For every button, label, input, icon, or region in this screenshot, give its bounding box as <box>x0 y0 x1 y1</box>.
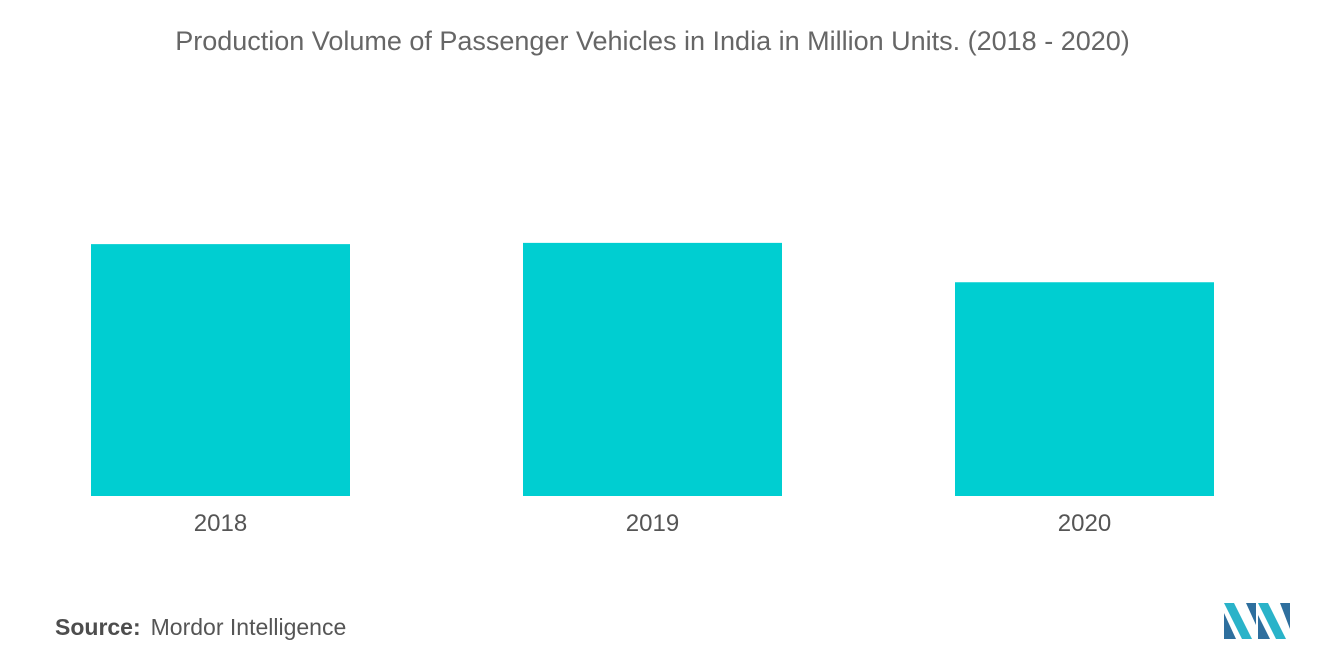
source-value: Mordor Intelligence <box>150 614 347 640</box>
bar-2019 <box>523 242 782 496</box>
x-tick-label-2018: 2018 <box>194 510 247 537</box>
mordor-intelligence-logo-icon <box>1224 603 1290 639</box>
bar-2020 <box>955 282 1214 496</box>
x-tick-label-2020: 2020 <box>1058 510 1111 537</box>
source-label: Source: <box>55 614 141 640</box>
x-tick-label-2019: 2019 <box>626 510 679 537</box>
chart-title: Production Volume of Passenger Vehicles … <box>175 26 1130 56</box>
bar-2018 <box>91 244 350 496</box>
source-note: Source: Mordor Intelligence <box>55 614 346 641</box>
